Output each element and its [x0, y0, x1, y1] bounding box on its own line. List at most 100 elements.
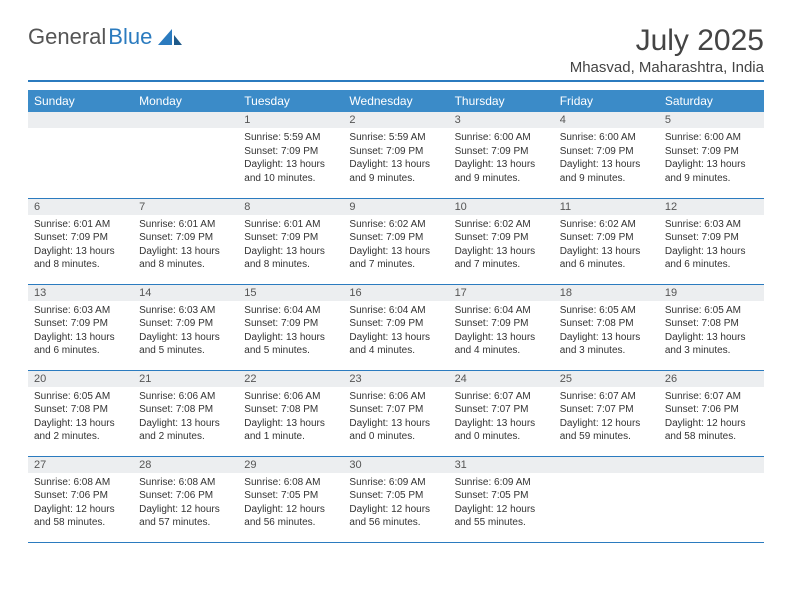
- day-number: [554, 457, 659, 473]
- calendar-day-cell: 3Sunrise: 6:00 AMSunset: 7:09 PMDaylight…: [449, 112, 554, 198]
- day-number: 14: [133, 285, 238, 301]
- sunset-text: Sunset: 7:08 PM: [560, 317, 653, 331]
- day-detail: Sunrise: 6:04 AMSunset: 7:09 PMDaylight:…: [449, 301, 554, 364]
- logo-text-1: General: [28, 24, 106, 50]
- sunset-text: Sunset: 7:06 PM: [665, 403, 758, 417]
- calendar-week-row: 6Sunrise: 6:01 AMSunset: 7:09 PMDaylight…: [28, 198, 764, 284]
- calendar-day-cell: 9Sunrise: 6:02 AMSunset: 7:09 PMDaylight…: [343, 198, 448, 284]
- day-detail: Sunrise: 6:06 AMSunset: 7:08 PMDaylight:…: [133, 387, 238, 450]
- daylight-text: Daylight: 13 hours and 5 minutes.: [139, 331, 232, 358]
- sunset-text: Sunset: 7:09 PM: [244, 317, 337, 331]
- day-number: 8: [238, 199, 343, 215]
- day-number: 29: [238, 457, 343, 473]
- sunrise-text: Sunrise: 5:59 AM: [244, 131, 337, 145]
- sunrise-text: Sunrise: 6:01 AM: [244, 218, 337, 232]
- sunrise-text: Sunrise: 6:05 AM: [560, 304, 653, 318]
- day-header: Tuesday: [238, 90, 343, 112]
- day-header-row: Sunday Monday Tuesday Wednesday Thursday…: [28, 90, 764, 112]
- day-header: Thursday: [449, 90, 554, 112]
- calendar-day-cell: [659, 456, 764, 542]
- sunset-text: Sunset: 7:08 PM: [665, 317, 758, 331]
- sunset-text: Sunset: 7:09 PM: [34, 317, 127, 331]
- day-number: 10: [449, 199, 554, 215]
- day-header: Monday: [133, 90, 238, 112]
- day-number: 22: [238, 371, 343, 387]
- sunrise-text: Sunrise: 6:06 AM: [139, 390, 232, 404]
- day-detail: Sunrise: 6:01 AMSunset: 7:09 PMDaylight:…: [28, 215, 133, 278]
- day-number: [28, 112, 133, 128]
- day-number: 25: [554, 371, 659, 387]
- sunrise-text: Sunrise: 6:06 AM: [244, 390, 337, 404]
- calendar-day-cell: 2Sunrise: 5:59 AMSunset: 7:09 PMDaylight…: [343, 112, 448, 198]
- sunset-text: Sunset: 7:08 PM: [34, 403, 127, 417]
- sunrise-text: Sunrise: 6:09 AM: [455, 476, 548, 490]
- sunrise-text: Sunrise: 6:07 AM: [455, 390, 548, 404]
- calendar-day-cell: [28, 112, 133, 198]
- day-detail: Sunrise: 5:59 AMSunset: 7:09 PMDaylight:…: [238, 128, 343, 191]
- day-number: 2: [343, 112, 448, 128]
- day-header: Sunday: [28, 90, 133, 112]
- calendar-day-cell: 15Sunrise: 6:04 AMSunset: 7:09 PMDayligh…: [238, 284, 343, 370]
- day-detail: Sunrise: 5:59 AMSunset: 7:09 PMDaylight:…: [343, 128, 448, 191]
- sunset-text: Sunset: 7:05 PM: [455, 489, 548, 503]
- calendar-day-cell: 23Sunrise: 6:06 AMSunset: 7:07 PMDayligh…: [343, 370, 448, 456]
- calendar-day-cell: 10 Sunrise: 6:02 AMSunset: 7:09 PMDayligh…: [449, 198, 554, 284]
- calendar-day-cell: [554, 456, 659, 542]
- daylight-text: Daylight: 12 hours and 59 minutes.: [560, 417, 653, 444]
- title-block: July 2025 Mhasvad, Maharashtra, India: [588, 24, 764, 82]
- sunrise-text: Sunrise: 6:02 AM: [455, 218, 548, 232]
- sunrise-text: Sunrise: 6:08 AM: [244, 476, 337, 490]
- daylight-text: Daylight: 13 hours and 6 minutes.: [560, 245, 653, 272]
- calendar-day-cell: 30Sunrise: 6:09 AMSunset: 7:05 PMDayligh…: [343, 456, 448, 542]
- sunrise-text: Sunrise: 6:00 AM: [665, 131, 758, 145]
- day-header: Saturday: [659, 90, 764, 112]
- day-number: 26: [659, 371, 764, 387]
- sunset-text: Sunset: 7:07 PM: [560, 403, 653, 417]
- sunrise-text: Sunrise: 6:05 AM: [34, 390, 127, 404]
- day-header: Wednesday: [343, 90, 448, 112]
- day-detail: Sunrise: 6:03 AMSunset: 7:09 PMDaylight:…: [133, 301, 238, 364]
- day-detail: Sunrise: 6:06 AMSunset: 7:07 PMDaylight:…: [343, 387, 448, 450]
- sunrise-text: Sunrise: 6:07 AM: [665, 390, 758, 404]
- daylight-text: Daylight: 12 hours and 55 minutes.: [455, 503, 548, 530]
- sunrise-text: Sunrise: 6:08 AM: [139, 476, 232, 490]
- sunrise-text: Sunrise: 6:00 AM: [560, 131, 653, 145]
- day-number: 4: [554, 112, 659, 128]
- sunrise-text: Sunrise: 6:03 AM: [34, 304, 127, 318]
- day-detail: Sunrise: 6:04 AMSunset: 7:09 PMDaylight:…: [343, 301, 448, 364]
- day-number: 1: [238, 112, 343, 128]
- day-number: 7: [133, 199, 238, 215]
- daylight-text: Daylight: 13 hours and 4 minutes.: [455, 331, 548, 358]
- calendar-day-cell: 11Sunrise: 6:02 AMSunset: 7:09 PMDayligh…: [554, 198, 659, 284]
- day-number: [133, 112, 238, 128]
- day-detail: Sunrise: 6:07 AMSunset: 7:07 PMDaylight:…: [449, 387, 554, 450]
- daylight-text: Daylight: 13 hours and 10 minutes.: [244, 158, 337, 185]
- day-number: 6: [28, 199, 133, 215]
- daylight-text: Daylight: 13 hours and 5 minutes.: [244, 331, 337, 358]
- day-detail: Sunrise: 6:05 AMSunset: 7:08 PMDaylight:…: [659, 301, 764, 364]
- sunset-text: Sunset: 7:05 PM: [244, 489, 337, 503]
- day-number: 17: [449, 285, 554, 301]
- daylight-text: Daylight: 12 hours and 58 minutes.: [665, 417, 758, 444]
- day-detail: Sunrise: 6:04 AMSunset: 7:09 PMDaylight:…: [238, 301, 343, 364]
- day-header: Friday: [554, 90, 659, 112]
- sunset-text: Sunset: 7:09 PM: [349, 317, 442, 331]
- calendar-week-row: 1Sunrise: 5:59 AMSunset: 7:09 PMDaylight…: [28, 112, 764, 198]
- day-detail: Sunrise: 6:06 AMSunset: 7:08 PMDaylight:…: [238, 387, 343, 450]
- sunrise-text: Sunrise: 6:01 AM: [34, 218, 127, 232]
- calendar-day-cell: 18Sunrise: 6:05 AMSunset: 7:08 PMDayligh…: [554, 284, 659, 370]
- day-detail: Sunrise: 6:07 AMSunset: 7:07 PMDaylight:…: [554, 387, 659, 450]
- calendar-day-cell: 12Sunrise: 6:03 AMSunset: 7:09 PMDayligh…: [659, 198, 764, 284]
- day-detail: Sunrise: 6:08 AMSunset: 7:05 PMDaylight:…: [238, 473, 343, 536]
- sunrise-text: Sunrise: 6:06 AM: [349, 390, 442, 404]
- day-detail: Sunrise: 6:05 AMSunset: 7:08 PMDaylight:…: [28, 387, 133, 450]
- calendar-day-cell: [133, 112, 238, 198]
- daylight-text: Daylight: 13 hours and 7 minutes.: [455, 245, 548, 272]
- logo: GeneralBlue: [28, 24, 184, 50]
- sunset-text: Sunset: 7:09 PM: [455, 231, 548, 245]
- calendar-day-cell: 19Sunrise: 6:05 AMSunset: 7:08 PMDayligh…: [659, 284, 764, 370]
- sunset-text: Sunset: 7:09 PM: [139, 231, 232, 245]
- sunrise-text: Sunrise: 6:05 AM: [665, 304, 758, 318]
- calendar-day-cell: 26 Sunrise: 6:07 AMSunset: 7:06 PMDayligh…: [659, 370, 764, 456]
- calendar-day-cell: 28Sunrise: 6:08 AMSunset: 7:06 PMDayligh…: [133, 456, 238, 542]
